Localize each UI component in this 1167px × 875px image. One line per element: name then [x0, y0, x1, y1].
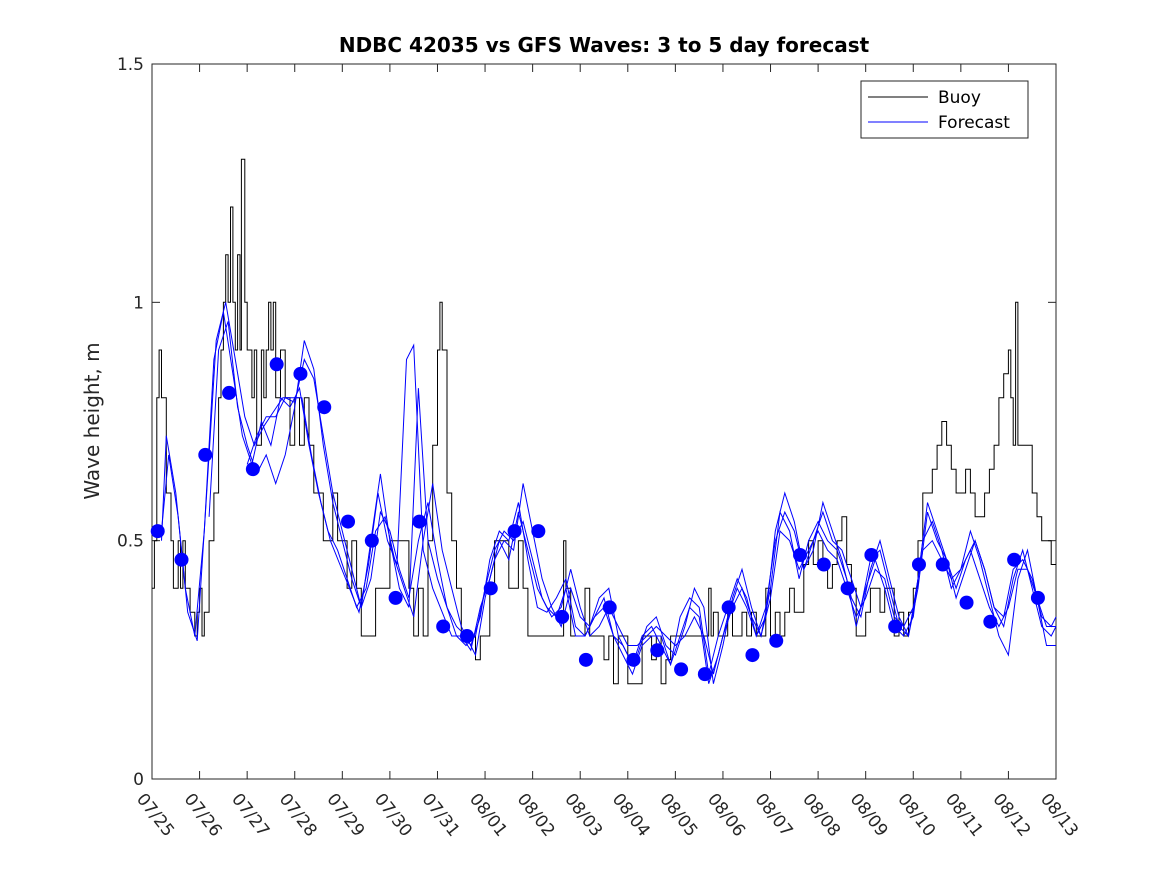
forecast-marker — [840, 581, 855, 596]
forecast-marker — [935, 557, 950, 572]
forecast-marker — [269, 357, 284, 372]
y-tick-label: 1.5 — [117, 55, 144, 75]
forecast-marker — [531, 524, 546, 539]
forecast-marker — [1007, 552, 1022, 567]
forecast-marker — [555, 609, 570, 624]
forecast-marker — [293, 366, 308, 381]
forecast-marker — [317, 400, 332, 415]
forecast-marker — [1030, 590, 1045, 605]
forecast-marker — [198, 447, 213, 462]
forecast-marker — [959, 595, 974, 610]
y-tick-label: 1 — [133, 293, 144, 313]
forecast-marker — [174, 552, 189, 567]
forecast-marker — [983, 614, 998, 629]
legend-box — [860, 80, 1029, 139]
forecast-marker — [674, 662, 689, 677]
forecast-marker — [911, 557, 926, 572]
forecast-marker — [222, 385, 237, 400]
forecast-marker — [626, 652, 641, 667]
forecast-marker — [721, 600, 736, 615]
forecast-marker — [697, 667, 712, 682]
forecast-marker — [459, 629, 474, 643]
forecast-marker — [864, 547, 879, 562]
forecast-marker — [769, 633, 784, 648]
forecast-marker — [650, 643, 665, 658]
forecast-marker — [436, 619, 451, 634]
forecast-marker — [602, 600, 617, 615]
legend-forecast-label: Forecast — [938, 113, 1010, 133]
axis-ticks — [151, 63, 1057, 780]
forecast-marker — [388, 590, 403, 605]
y-tick-label: 0.5 — [117, 532, 144, 552]
forecast-marker — [745, 648, 760, 663]
forecast-marker — [341, 514, 356, 529]
forecast-markers — [150, 357, 1045, 682]
forecast-marker — [793, 547, 808, 562]
forecast-marker — [578, 652, 593, 667]
forecast-marker — [888, 619, 903, 634]
axes-box — [151, 63, 1057, 780]
y-tick-label: 0 — [133, 770, 144, 790]
plot-area: 00.511.5 07/25 07/26 07/27 07/28 07/29 07/30 0… — [117, 55, 1082, 841]
forecast-marker — [364, 533, 379, 548]
forecast-marker — [245, 462, 260, 477]
legend-buoy-label: Buoy — [938, 88, 981, 108]
forecast-marker — [483, 581, 498, 596]
y-tick-labels: 0 0.5 1 1.5 — [117, 55, 144, 790]
forecast-marker — [816, 557, 831, 572]
forecast-marker — [507, 524, 522, 539]
forecast-marker — [150, 524, 165, 539]
y-axis-label: Wave height, m — [80, 342, 104, 499]
chart-title: NDBC 42035 vs GFS Waves: 3 to 5 day fore… — [339, 33, 870, 57]
forecast-marker — [412, 514, 427, 529]
legend: Buoy Forecast — [860, 80, 1029, 139]
forecast-line-1 — [161, 302, 1057, 684]
